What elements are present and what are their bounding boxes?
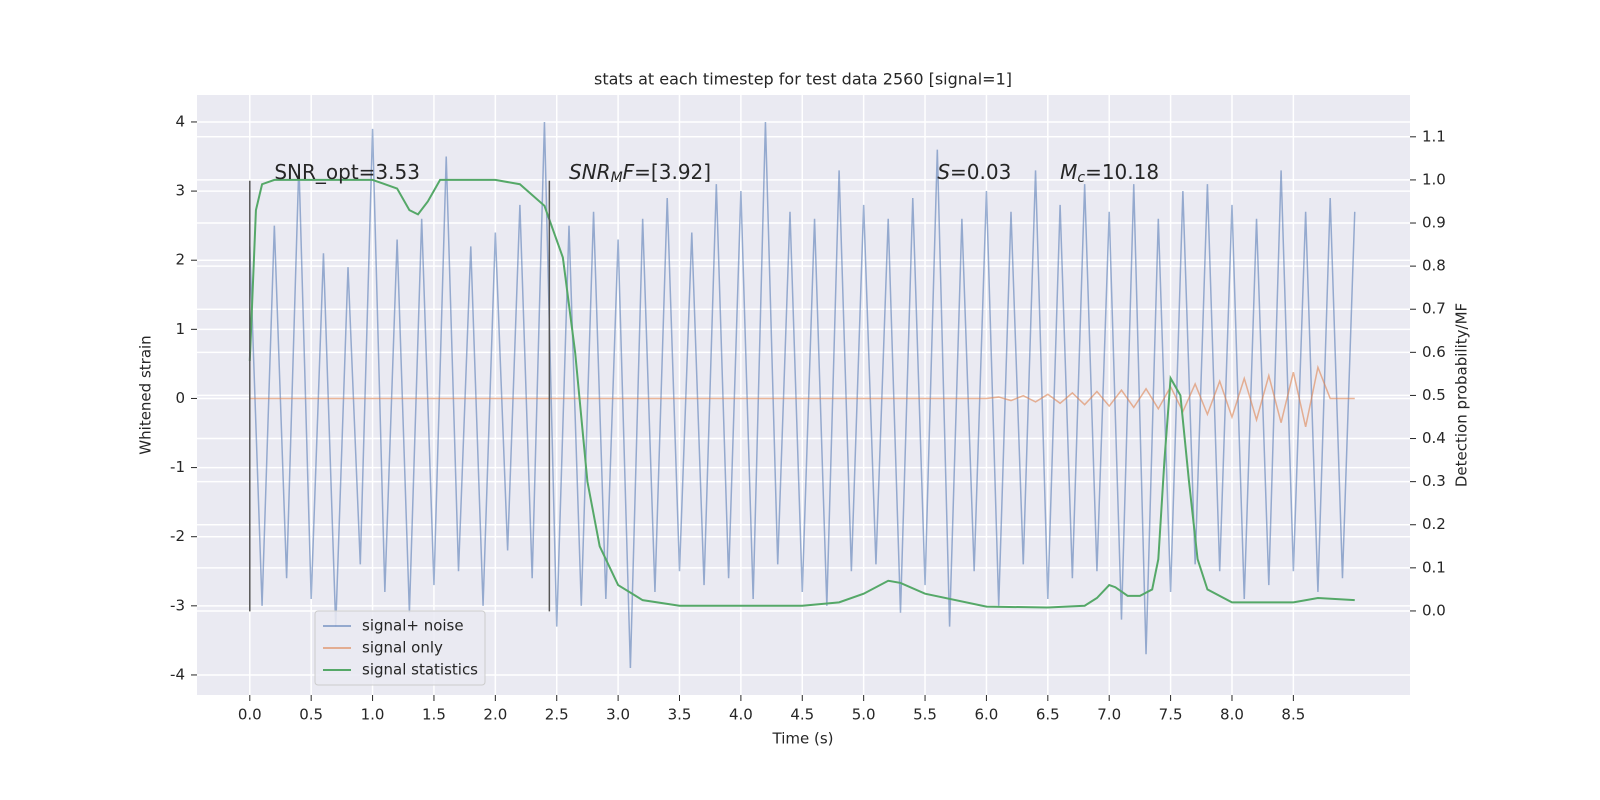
- y-tick-label: 1: [175, 320, 185, 338]
- annotation: Mc=10.18: [1060, 160, 1159, 187]
- chart-title: stats at each timestep for test data 256…: [594, 70, 1012, 89]
- y-tick-label: 3: [175, 182, 185, 200]
- y-tick-label: -2: [170, 527, 185, 545]
- x-tick-label: 2.5: [545, 706, 569, 724]
- series-line: [249, 364, 1355, 427]
- x-tick-label: 8.5: [1281, 706, 1305, 724]
- y2-tick-label: 0.1: [1422, 558, 1446, 576]
- annotation-part: =[3.92]: [634, 160, 711, 184]
- x-tick-label: 7.5: [1159, 706, 1183, 724]
- annotation: S=0.03: [937, 160, 1011, 184]
- annotation-part: =0.03: [950, 160, 1011, 184]
- y2-tick-label: 1.0: [1422, 170, 1446, 188]
- legend-box: [314, 610, 486, 686]
- y2-tick-label: 1.1: [1422, 127, 1446, 145]
- series-line: [249, 121, 1356, 669]
- x-tick-label: 2.0: [483, 706, 507, 724]
- y2-tick-label: 0.9: [1422, 214, 1446, 232]
- x-tick-label: 1.0: [361, 706, 385, 724]
- y-tick-label: -1: [170, 458, 185, 476]
- x-tick-label: 0.0: [238, 706, 262, 724]
- annotation-part: F: [623, 160, 635, 184]
- y2-tick-label: 0.3: [1422, 472, 1446, 490]
- annotation-part: S: [937, 160, 950, 184]
- x-tick-label: 1.5: [422, 706, 446, 724]
- x-tick-label: 4.0: [729, 706, 753, 724]
- x-tick-label: 0.5: [299, 706, 323, 724]
- x-tick-label: 3.5: [668, 706, 692, 724]
- x-axis-label: Time (s): [772, 730, 834, 748]
- y-tick-label: 2: [175, 251, 185, 269]
- x-tick-label: 8.0: [1220, 706, 1244, 724]
- y2-tick-label: 0.2: [1422, 515, 1446, 533]
- y-tick-label: -3: [170, 596, 185, 614]
- x-tick-label: 5.0: [852, 706, 876, 724]
- y-tick-label: -4: [170, 665, 185, 683]
- annotation-part: M: [1060, 160, 1077, 184]
- y-tick-label: 4: [175, 112, 185, 130]
- y2-tick-label: 0.0: [1422, 601, 1446, 619]
- y2-tick-label: 0.4: [1422, 429, 1446, 447]
- y2-tick-label: 0.7: [1422, 300, 1446, 318]
- legend-label: signal+ noise: [362, 617, 464, 635]
- x-tick-label: 6.5: [1036, 706, 1060, 724]
- annotation-part: SNR: [569, 160, 611, 184]
- annotation-part: c: [1077, 170, 1085, 186]
- y2-tick-label: 0.8: [1422, 257, 1446, 275]
- legend-label: signal statistics: [362, 661, 478, 679]
- annotation-part: M: [611, 170, 623, 186]
- y-axis-label: Whitened strain: [137, 335, 155, 454]
- x-tick-label: 3.0: [606, 706, 630, 724]
- y-tick-label: 0: [175, 389, 185, 407]
- x-tick-label: 7.0: [1097, 706, 1121, 724]
- annotation: SNR_opt=3.53: [274, 160, 420, 184]
- y2-tick-label: 0.6: [1422, 343, 1446, 361]
- x-tick-label: 6.0: [975, 706, 999, 724]
- series-line: [248, 178, 1355, 609]
- y2-axis-label: Detection probability/MF: [1453, 303, 1471, 487]
- annotation: SNRMF=[3.92]: [569, 160, 711, 187]
- y2-tick-label: 0.5: [1422, 386, 1446, 404]
- x-tick-label: 4.5: [790, 706, 814, 724]
- annotation-part: SNR_opt=3.53: [274, 160, 420, 184]
- annotation-part: =10.18: [1085, 160, 1159, 184]
- legend-label: signal only: [362, 639, 443, 657]
- x-tick-label: 5.5: [913, 706, 937, 724]
